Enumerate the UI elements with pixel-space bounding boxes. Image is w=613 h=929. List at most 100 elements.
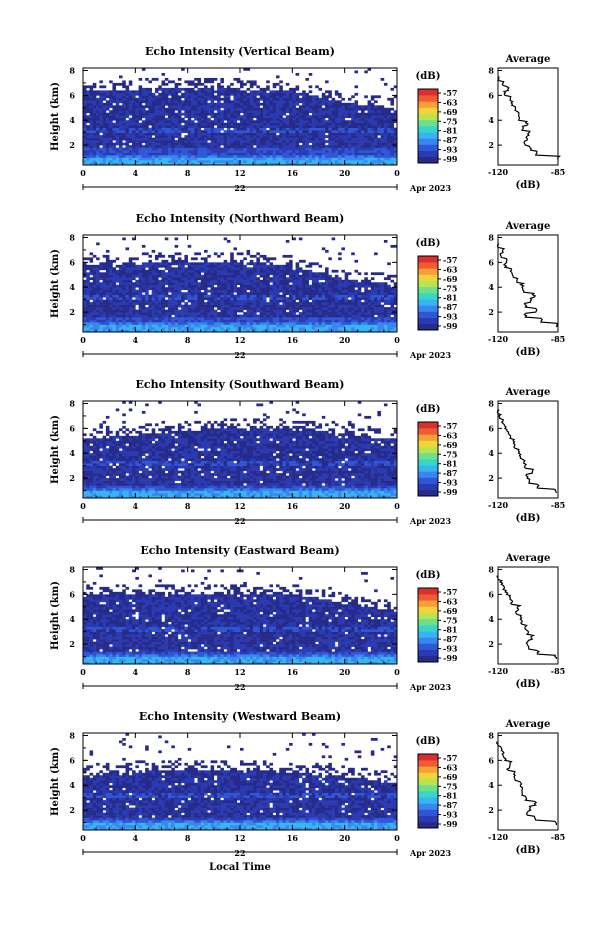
heatmap-cell: [282, 309, 287, 313]
heatmap-cell: [292, 307, 296, 310]
heatmap-cell: [282, 254, 287, 258]
heatmap-cell: [259, 317, 264, 320]
heatmap-cell: [102, 105, 107, 109]
heatmap-cell: [125, 145, 130, 148]
heatmap-cell: [174, 302, 179, 305]
heatmap-cell: [253, 105, 257, 109]
heatmap-cell: [171, 307, 175, 310]
heatmap-cell: [200, 152, 205, 156]
heatmap-cell: [141, 112, 146, 116]
heatmap-cell: [213, 267, 218, 271]
heatmap-cell: [187, 160, 192, 163]
heatmap-cell: [328, 150, 332, 153]
heatmap-cell: [115, 312, 120, 315]
heatmap-cell: [302, 127, 306, 131]
heatmap-cell: [334, 125, 339, 128]
heatmap-cell: [109, 125, 113, 128]
heatmap-cell: [236, 152, 241, 156]
heatmap-cell: [161, 90, 166, 94]
heatmap-cell: [168, 112, 172, 116]
heatmap-cell: [213, 155, 218, 158]
heatmap-cell: [292, 112, 296, 116]
heatmap-cell: [220, 302, 224, 305]
heatmap-cell: [164, 160, 169, 163]
heatmap-cell: [200, 297, 205, 300]
heatmap-cell: [285, 160, 290, 163]
heatmap-cell: [295, 122, 300, 126]
heatmap-cell: [259, 102, 264, 106]
heatmap-cell: [194, 145, 198, 148]
heatmap-cell: [141, 145, 146, 148]
heatmap-cell: [341, 125, 345, 128]
heatmap-cell: [367, 140, 372, 143]
heatmap-cell: [86, 150, 90, 153]
heatmap-cell: [298, 284, 303, 288]
heatmap-cell: [138, 162, 143, 166]
heatmap-cell: [328, 142, 332, 146]
heatmap-cell: [253, 267, 257, 271]
heatmap-cell: [256, 287, 260, 291]
heatmap-cell: [138, 304, 143, 308]
heatmap-cell: [154, 294, 159, 298]
heatmap-cell: [151, 112, 156, 116]
heatmap-cell: [168, 117, 172, 121]
heatmap-cell: [92, 329, 97, 333]
heatmap-cell: [171, 272, 175, 276]
heatmap-cell: [289, 269, 293, 273]
heatmap-cell: [246, 107, 251, 111]
heatmap-cell: [161, 82, 166, 86]
heatmap-cell: [236, 160, 241, 163]
heatmap-cell: [164, 132, 169, 136]
heatmap-cell: [367, 120, 372, 124]
heatmap-cell: [83, 107, 87, 111]
heatmap-cell: [200, 287, 205, 291]
heatmap-cell: [102, 272, 107, 276]
heatmap-cell: [243, 137, 247, 141]
heatmap-cell: [112, 157, 117, 161]
heatmap-cell: [187, 287, 192, 291]
heatmap-cell: [197, 322, 202, 325]
heatmap-cell: [204, 324, 208, 328]
heatmap-cell: [311, 112, 316, 116]
heatmap-cell: [161, 110, 166, 114]
heatmap-cell: [161, 264, 166, 268]
heatmap-cell: [338, 112, 342, 116]
heatmap-cell: [338, 120, 342, 124]
heatmap-cell: [164, 107, 169, 111]
heatmap-cell: [154, 279, 159, 283]
heatmap-cell: [83, 140, 87, 143]
heatmap-cell: [295, 322, 300, 325]
heatmap-cell: [197, 90, 202, 94]
heatmap-cell: [89, 87, 94, 91]
heatmap-cell: [105, 140, 110, 143]
heatmap-cell: [240, 95, 244, 99]
heatmap-cell: [187, 162, 192, 166]
heatmap-cell: [151, 160, 156, 163]
heatmap-cell: [109, 140, 113, 143]
heatmap-cell: [128, 264, 133, 268]
heatmap-cell: [292, 100, 296, 104]
heatmap-cell: [253, 264, 257, 268]
heatmap-cell: [181, 287, 185, 291]
heatmap-cell: [96, 264, 100, 268]
heatmap-cell: [118, 140, 123, 143]
heatmap-cell: [213, 299, 218, 303]
heatmap-cell: [122, 237, 126, 241]
heatmap-cell: [122, 277, 126, 281]
heatmap-cell: [132, 307, 136, 310]
heatmap-cell: [99, 125, 103, 128]
heatmap-cell: [89, 100, 94, 104]
heatmap-cell: [171, 115, 175, 119]
heatmap-cell: [236, 135, 241, 138]
heatmap-cell: [305, 294, 309, 298]
heatmap-cell: [115, 299, 120, 303]
heatmap-cell: [220, 297, 224, 300]
heatmap-cell: [256, 152, 260, 156]
heatmap-cell: [213, 329, 218, 333]
heatmap-cell: [132, 314, 136, 318]
heatmap-cell: [253, 127, 257, 131]
heatmap-cell: [298, 122, 303, 126]
heatmap-cell: [220, 304, 224, 308]
heatmap-cell: [122, 127, 126, 131]
heatmap-cell: [148, 152, 152, 156]
